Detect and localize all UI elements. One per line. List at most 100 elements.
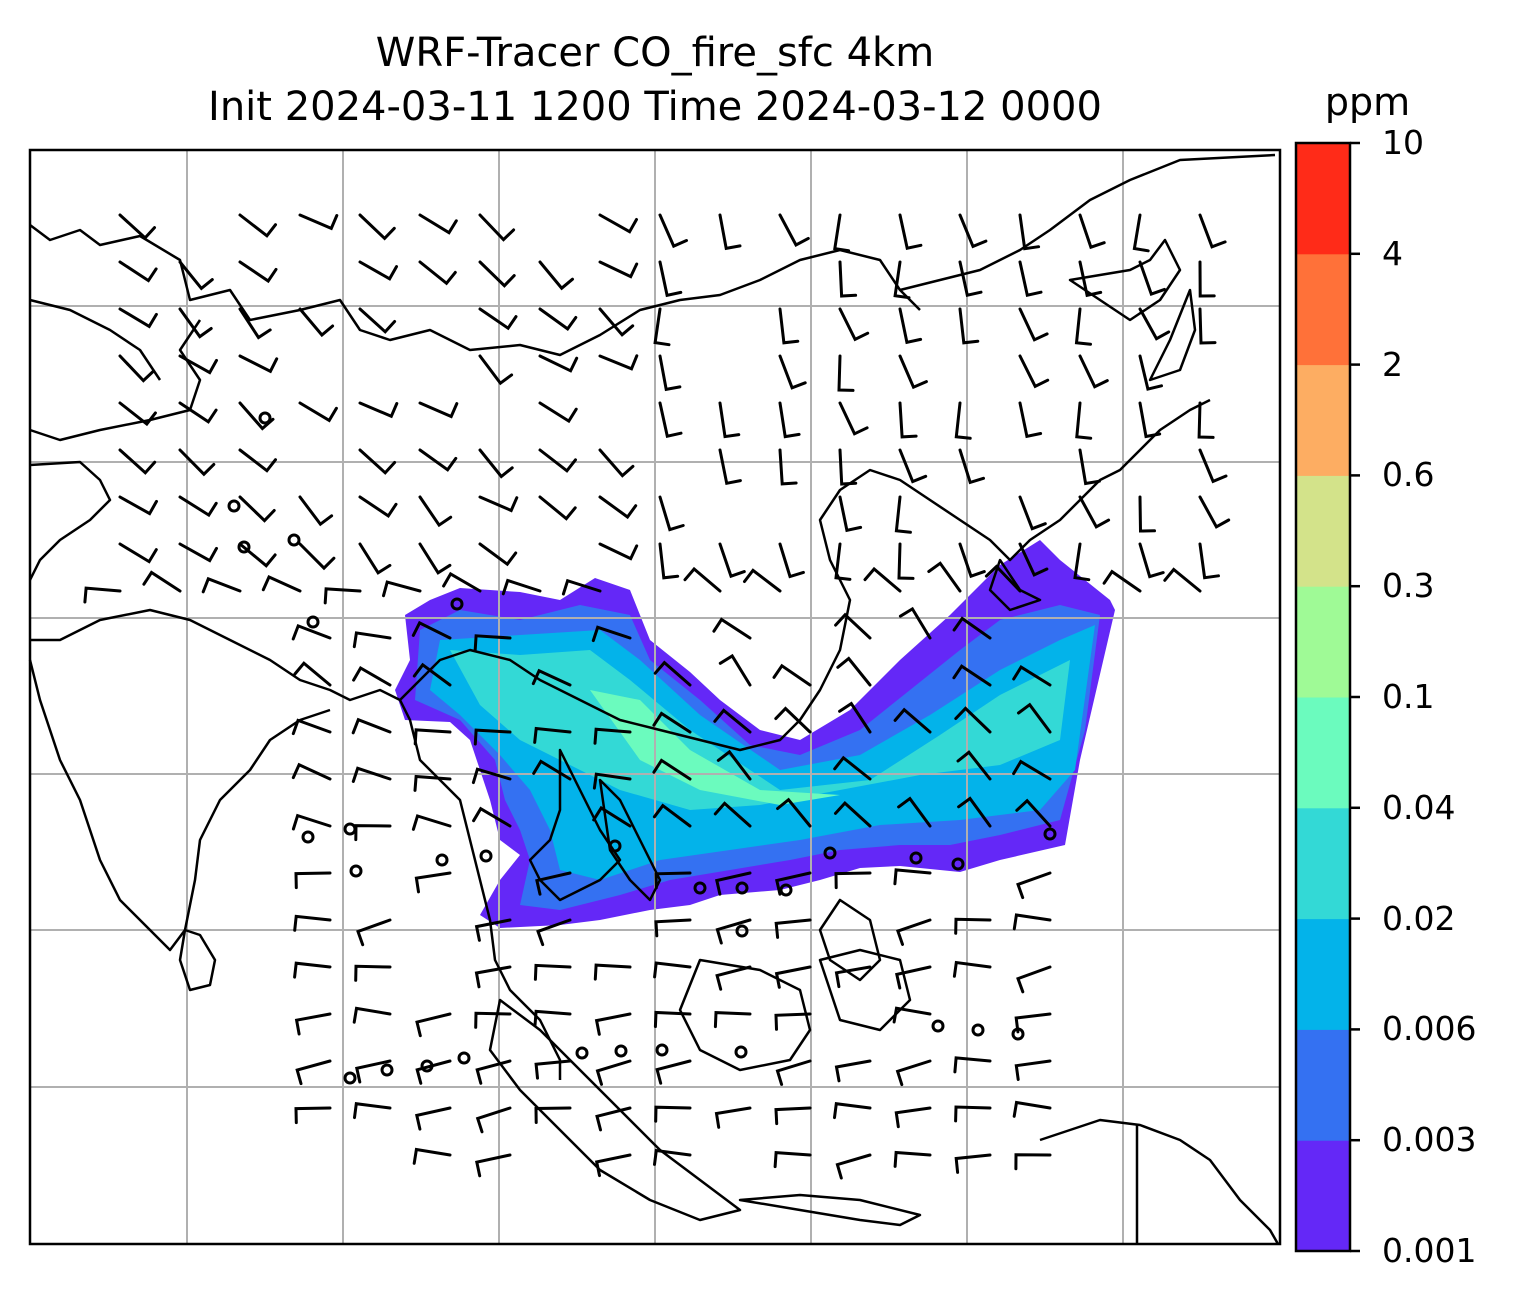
calm-wind-circle [287,533,301,547]
wind-barb [898,448,928,484]
wind-barb [418,213,458,235]
calm-wind-circle [779,883,793,897]
wind-barb [298,401,338,423]
wind-barb [475,1059,512,1085]
calm-wind-circle [435,853,449,867]
wind-barb [715,871,752,896]
wind-barb [1078,448,1101,486]
wind-barb [533,726,572,744]
wind-barb [592,772,632,790]
wind-barb [598,213,638,234]
calm-wind-circle [1043,827,1057,841]
wind-barb [776,797,812,828]
colorbar-tick-label: 4 [1382,233,1403,273]
colorbar [1294,141,1360,1253]
wind-barb [714,1106,752,1129]
wind-barb [1198,448,1228,484]
wind-barb [838,307,870,342]
plume-level-4 [450,650,1070,810]
wind-barb [1138,542,1165,579]
wind-barb [294,1106,332,1125]
wind-barb [442,571,482,593]
wind-barb [775,871,812,896]
calm-wind-circle [734,1045,748,1059]
wind-barb [895,918,932,946]
calm-wind-circle [420,1059,434,1073]
wind-barb [927,561,962,593]
wind-barb [533,1009,572,1027]
wind-barb [1012,913,1052,931]
wind-barb [593,963,632,981]
calm-wind-circle [349,864,363,878]
colorbar-segment [1296,364,1350,476]
wind-barb [838,495,863,533]
wind-barb [418,542,452,575]
wind-barb [1015,798,1052,828]
wind-barb [772,663,812,687]
wind-barb [774,1012,812,1031]
wind-barb [178,542,218,563]
wind-barb [774,918,812,939]
wind-barb [118,448,157,475]
wind-barb [358,448,397,475]
wind-barb [653,307,671,347]
wind-barb [718,653,752,687]
wind-barb [893,707,932,734]
wind-barb [598,448,635,478]
wind-barb [718,213,742,251]
wind-barb [958,448,985,485]
wind-barb [957,796,992,828]
wind-barb [838,701,872,734]
wind-barb [561,578,602,596]
wind-barb [178,354,218,375]
wind-barb [834,612,872,640]
wind-barb [838,448,858,486]
wind-barb [473,728,512,746]
wind-barb [712,617,752,640]
wind-barb [238,354,279,374]
wind-barb [1102,569,1142,593]
wind-barb [412,662,452,687]
wind-barb [538,495,577,521]
wind-barb [1163,567,1202,593]
wind-barb [773,1150,812,1169]
wind-barb [1018,213,1041,251]
wind-barb [412,1147,452,1165]
wind-barb [898,213,923,250]
wind-barb [291,762,332,781]
wind-barb [718,448,742,486]
wind-barb [778,354,807,390]
wind-barb [118,401,157,427]
wind-barb [838,401,869,436]
wind-barb [958,542,986,579]
wind-barb [592,805,632,828]
wind-barb [1197,401,1215,439]
wind-barb [892,1006,932,1024]
wind-barb [418,401,459,419]
wind-barb [594,1153,632,1178]
wind-barb [1198,213,1227,249]
calm-wind-circle [823,846,837,860]
wind-barb [382,580,422,598]
colorbar-tick-label: 2 [1382,344,1403,384]
wind-barb [238,213,277,238]
wind-barb [358,401,399,419]
colorbar-segment [1296,586,1350,698]
wind-barb [898,401,918,439]
wind-barb [411,814,452,831]
wind-barb [774,965,812,989]
wind-barb [354,964,392,982]
colorbar-units-label: ppm [1324,80,1411,124]
wind-barb [118,495,158,516]
colorbar-segment [1296,807,1350,920]
wind-barb [1012,759,1052,781]
wind-barb [1014,1153,1052,1171]
wind-barb [291,718,332,736]
wind-barb [471,767,512,785]
wind-barb [1132,213,1150,253]
wind-barb [1138,495,1156,533]
wind-barb [238,448,277,473]
wind-barb [893,260,911,300]
wind-barb [1012,665,1052,687]
wind-barb [1018,307,1049,342]
